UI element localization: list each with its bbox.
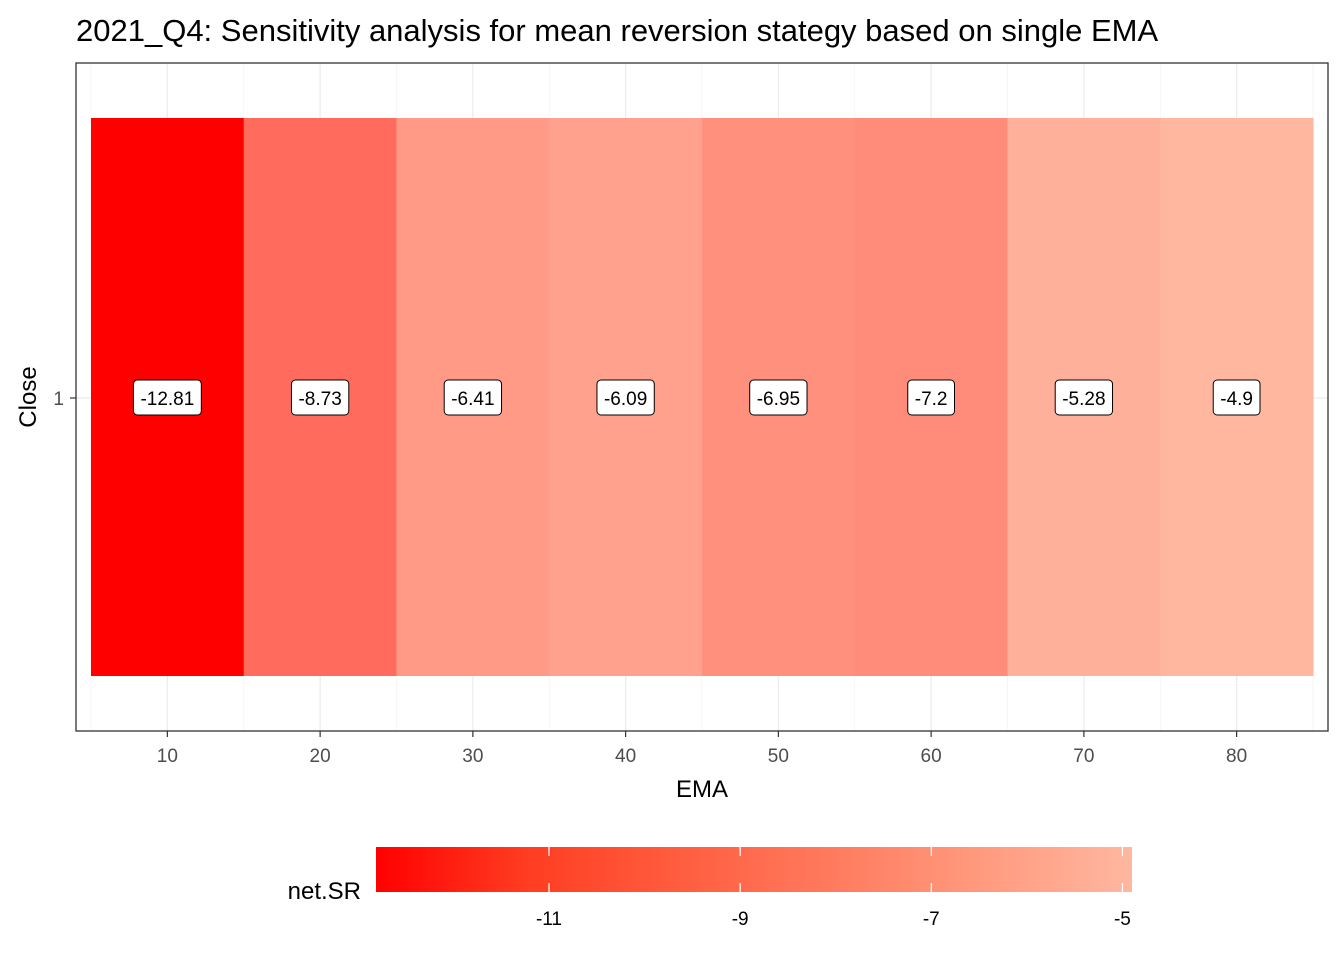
legend-tick-label: -7	[923, 909, 940, 930]
value-label-box	[443, 379, 503, 416]
value-label: -7.2	[907, 379, 955, 416]
color-legend: net.SR -11 -9 -7 -5	[288, 847, 1132, 930]
heatmap-tiles	[91, 118, 1314, 676]
value-label-text: -6.95	[757, 389, 800, 410]
x-tick-label: 10	[157, 746, 178, 767]
value-label-box	[596, 379, 655, 416]
value-label-box	[1054, 379, 1114, 416]
value-label: -4.9	[1212, 379, 1261, 416]
legend-colorbar	[376, 847, 1132, 892]
x-axis: 10 20 30 40 50 60 70 80	[157, 731, 1247, 767]
value-label: -6.95	[749, 379, 808, 416]
value-label-text: -8.73	[298, 389, 341, 410]
value-label-text: -6.09	[604, 389, 647, 410]
value-label-text: -6.41	[451, 389, 494, 410]
legend-ticks: -11 -9 -7 -5	[536, 847, 1131, 930]
legend-tick-label: -9	[732, 909, 749, 930]
x-tick-label: 20	[310, 746, 331, 767]
x-axis-title: EMA	[676, 776, 728, 803]
legend-title: net.SR	[288, 878, 361, 905]
value-label-box	[907, 379, 955, 416]
x-tick-label: 70	[1073, 746, 1094, 767]
x-tick-label: 50	[768, 746, 789, 767]
value-label-text: -7.2	[915, 389, 948, 410]
value-label-box	[1212, 379, 1261, 416]
y-axis-title: Close	[15, 366, 42, 427]
value-label: -6.09	[596, 379, 655, 416]
value-label: -6.41	[443, 379, 503, 416]
panel-border	[75, 62, 1329, 732]
plot-panel: -12.81 -8.73 -6.41 -6.09 -6.95 -7.2 -5.28 -4.9	[75, 62, 1329, 732]
value-label: -12.81	[132, 379, 202, 416]
value-label-box	[290, 379, 350, 416]
value-label-text: -12.81	[140, 389, 194, 410]
x-tick-label: 80	[1226, 746, 1247, 767]
value-label-text: -5.28	[1062, 389, 1105, 410]
legend-tick-label: -5	[1114, 909, 1131, 930]
value-label-text: -4.9	[1220, 389, 1253, 410]
value-label: -8.73	[290, 379, 350, 416]
value-label-box	[749, 379, 808, 416]
chart-title: 2021_Q4: Sensitivity analysis for mean r…	[76, 13, 1158, 48]
y-axis: 1	[53, 389, 76, 410]
legend-tick-label: -11	[536, 909, 562, 930]
value-labels: -12.81 -8.73 -6.41 -6.09 -6.95 -7.2 -5.28 -4.9	[132, 379, 1261, 416]
value-label-box	[132, 379, 202, 416]
x-tick-label: 60	[921, 746, 942, 767]
y-tick-label: 1	[53, 389, 64, 410]
value-label: -5.28	[1054, 379, 1114, 416]
x-tick-label: 40	[615, 746, 636, 767]
x-tick-label: 30	[462, 746, 483, 767]
